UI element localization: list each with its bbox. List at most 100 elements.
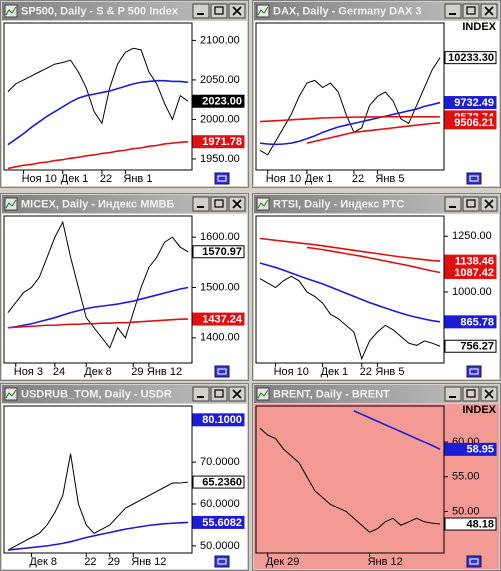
title-bar bbox=[254, 2, 499, 20]
x-tick-label: Дек 1 bbox=[305, 173, 333, 185]
plot-border bbox=[3, 215, 193, 364]
price-line bbox=[7, 220, 189, 349]
y-tick-label: 55.00 bbox=[452, 471, 480, 483]
price-label-box bbox=[444, 51, 497, 65]
maximize-button[interactable] bbox=[210, 3, 228, 19]
status-icon-glyph bbox=[469, 558, 479, 565]
title-bar bbox=[2, 385, 247, 403]
y-tick-label: 1400.00 bbox=[200, 332, 240, 344]
window-icon-glyph bbox=[257, 6, 269, 16]
maximize-button[interactable] bbox=[462, 3, 480, 19]
x-tick-label: Дек 29 bbox=[266, 556, 300, 568]
x-tick-label: Ноя 10 bbox=[22, 173, 57, 185]
price-label-box bbox=[444, 265, 497, 279]
window-icon-glyph bbox=[257, 389, 269, 399]
y-tick-label: 1250.00 bbox=[452, 230, 492, 242]
minimize-button[interactable] bbox=[444, 3, 462, 19]
minimize-button[interactable] bbox=[444, 196, 462, 212]
price-label: 80.1000 bbox=[202, 414, 242, 426]
title-bar bbox=[2, 195, 247, 213]
close-glyph bbox=[232, 389, 242, 399]
chart-window: USDRUB_TOM, Daily - USDR Дек 8 22 29 Янв 12 5… bbox=[0, 383, 249, 571]
price-label: 756.27 bbox=[460, 341, 494, 353]
moving-average bbox=[7, 521, 189, 551]
moving-average bbox=[7, 79, 189, 146]
moving-average bbox=[7, 286, 189, 329]
maximize-glyph bbox=[214, 389, 224, 398]
close-glyph bbox=[232, 199, 242, 209]
window-icon bbox=[4, 387, 18, 401]
plot-border bbox=[255, 215, 445, 364]
price-label-box bbox=[192, 515, 245, 529]
axis-caption: INDEX bbox=[462, 21, 496, 33]
price-label: 58.95 bbox=[466, 444, 494, 456]
x-tick-label: Дек 1 bbox=[321, 366, 349, 378]
status-icon-glyph bbox=[217, 558, 227, 565]
chart-window: SP500, Daily - S & P 500 Index Ноя 10 Дек … bbox=[0, 0, 249, 188]
close-glyph bbox=[484, 199, 494, 209]
window-title: BRENT, Daily - BRENT bbox=[273, 388, 390, 400]
price-label: 48.18 bbox=[466, 518, 494, 530]
minimize-button[interactable] bbox=[192, 3, 210, 19]
window-icon-glyph bbox=[5, 199, 17, 209]
window-icon bbox=[4, 197, 18, 211]
close-glyph bbox=[484, 389, 494, 399]
window-title: DAX, Daily - Germany DAX 3 bbox=[273, 5, 422, 17]
x-tick-label: Ноя 10 bbox=[274, 366, 309, 378]
x-tick-label: Дек 1 bbox=[61, 173, 89, 185]
minimize-button[interactable] bbox=[192, 386, 210, 402]
maximize-button[interactable] bbox=[462, 196, 480, 212]
x-tick-label: Янв 12 bbox=[131, 556, 166, 568]
y-tick-label: 2000.00 bbox=[200, 113, 240, 125]
chart-background bbox=[254, 404, 499, 569]
close-glyph bbox=[232, 6, 242, 16]
price-label: 1087.42 bbox=[454, 267, 494, 279]
x-tick-label: Янв 12 bbox=[368, 556, 403, 568]
price-label-box bbox=[192, 94, 245, 108]
price-line bbox=[259, 57, 441, 156]
price-label: 55.6082 bbox=[202, 517, 242, 529]
x-tick-label: 22 bbox=[84, 556, 96, 568]
price-label-box bbox=[192, 413, 245, 427]
y-tick-label: 50.00 bbox=[452, 505, 480, 517]
price-label-box bbox=[192, 135, 245, 149]
status-icon-glyph bbox=[469, 368, 479, 375]
x-tick-label: 29 bbox=[131, 366, 143, 378]
minimize-button[interactable] bbox=[444, 386, 462, 402]
maximize-button[interactable] bbox=[210, 196, 228, 212]
title-bar bbox=[2, 2, 247, 20]
x-tick-label: Дек 8 bbox=[29, 556, 57, 568]
window-icon-glyph bbox=[257, 199, 269, 209]
minimize-button[interactable] bbox=[192, 196, 210, 212]
x-tick-label: Ноя 3 bbox=[14, 366, 43, 378]
chart-window: DAX, Daily - Germany DAX 3 Ноя 10 Дек 1 22 Я… bbox=[252, 0, 501, 188]
window-icon bbox=[4, 4, 18, 18]
status-icon-glyph bbox=[469, 175, 479, 182]
chart-window: MICEX, Daily - Индекс ММВБ Ноя 3 24 Дек 8 29… bbox=[0, 193, 249, 381]
price-label: 1971.78 bbox=[202, 136, 242, 148]
x-tick-label: 29 bbox=[108, 556, 120, 568]
price-label: 9732.49 bbox=[454, 97, 494, 109]
maximize-button[interactable] bbox=[210, 386, 228, 402]
window-icon bbox=[256, 4, 270, 18]
axis-caption: INDEX bbox=[462, 404, 496, 416]
moving-average bbox=[7, 318, 189, 329]
status-icon bbox=[466, 172, 482, 185]
status-icon-glyph bbox=[217, 368, 227, 375]
plot-border bbox=[3, 405, 193, 554]
moving-average bbox=[306, 122, 441, 144]
chart-window: BRENT, Daily - BRENT Дек 29 Янв 12 50.00 55.… bbox=[252, 383, 501, 571]
y-tick-label: 1950.00 bbox=[200, 153, 240, 165]
price-label-box bbox=[444, 339, 497, 353]
maximize-button[interactable] bbox=[462, 386, 480, 402]
status-icon bbox=[214, 172, 230, 185]
x-tick-label: Янв 5 bbox=[375, 173, 404, 185]
price-label: 865.78 bbox=[460, 316, 494, 328]
moving-average bbox=[259, 237, 441, 262]
price-label-box bbox=[444, 96, 497, 110]
window-icon bbox=[256, 387, 270, 401]
price-line bbox=[259, 427, 441, 533]
window-icon-glyph bbox=[5, 6, 17, 16]
